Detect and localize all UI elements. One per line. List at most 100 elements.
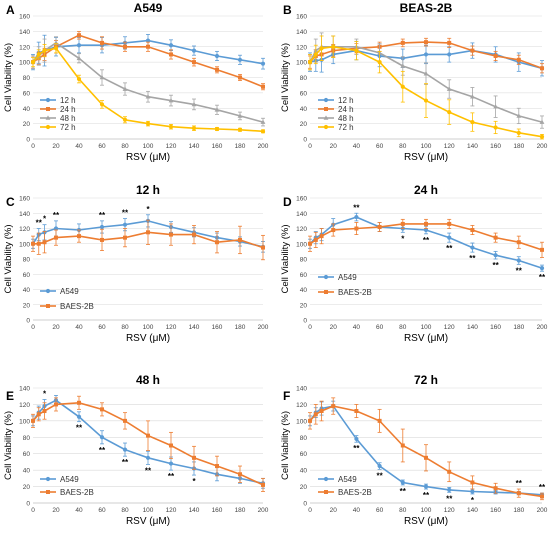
panel-d-significance-label: ** bbox=[516, 266, 523, 275]
panel-d-ytick-label: 100 bbox=[296, 241, 307, 248]
panel-a-series-24-h-point bbox=[77, 33, 81, 38]
panel-b-title: BEAS-2B bbox=[400, 1, 453, 15]
panel-f-significance-label: ** bbox=[400, 487, 407, 496]
panel-e-legend-item: BAES-2B bbox=[40, 488, 94, 497]
panel-b-series-72-h-point bbox=[470, 119, 475, 125]
panel-b-series-24-h-point bbox=[516, 57, 521, 62]
panel-e-series-baes-2b-point bbox=[100, 407, 104, 412]
panel-d-ytick-label: 80 bbox=[300, 257, 308, 264]
panel-f-significance-label: * bbox=[471, 496, 475, 505]
panel-c-significance-label: * bbox=[43, 215, 47, 224]
panel-f-xtick-label: 40 bbox=[353, 507, 361, 514]
panel-f-series-baes-2b-point bbox=[319, 409, 324, 413]
panel-b-series-12-h-point bbox=[447, 52, 452, 57]
panel-d-series-a549-point bbox=[423, 227, 429, 233]
panel-e-legend-item-marker bbox=[45, 476, 51, 482]
panel-c-series-baes-2b-point bbox=[100, 237, 104, 242]
panel-b-series-24-h-point bbox=[400, 40, 405, 45]
panel-a-xtick-label: 120 bbox=[166, 143, 177, 150]
panel-b-xtick-label: 100 bbox=[421, 143, 432, 150]
panel-e-series-baes-2b-point bbox=[238, 472, 242, 477]
panel-a-series-48-h-point bbox=[99, 74, 105, 80]
panel-a-series-72-h-point bbox=[76, 76, 82, 82]
panel-c-series-baes-2b-point bbox=[192, 232, 196, 237]
panel-e-xtick-label: 160 bbox=[212, 507, 223, 514]
panel-c-ylabel: Cell Viability (%) bbox=[3, 225, 14, 294]
panel-f-ytick-label: 0 bbox=[303, 501, 307, 508]
panel-e-series-baes-2b-point bbox=[54, 402, 58, 407]
panel-e-series-a549-point bbox=[122, 447, 128, 452]
panel-e-xlabel: RSV (μM) bbox=[126, 516, 170, 527]
panel-c-series-baes-2b-point bbox=[31, 241, 35, 246]
panel-d-significance-label: ** bbox=[469, 254, 476, 263]
panel-b-series-72-h-point bbox=[319, 46, 324, 51]
panel-d-xtick-label: 120 bbox=[444, 324, 455, 331]
panel-a-xtick-label: 60 bbox=[98, 143, 106, 150]
panel-a-ytick-label: 100 bbox=[19, 60, 30, 67]
panel-b-legend-item-marker bbox=[324, 107, 328, 111]
panel-e-series-baes-2b-point bbox=[36, 412, 41, 417]
panel-a-series-48-h-point bbox=[76, 55, 82, 61]
panel-a-ytick-label: 140 bbox=[19, 29, 30, 36]
panel-f-xtick-label: 200 bbox=[537, 507, 548, 514]
panel-c-xtick-label: 60 bbox=[98, 324, 106, 331]
panel-d-legend-item: BAES-2B bbox=[318, 288, 372, 297]
panel-b-ytick-label: 40 bbox=[300, 106, 308, 113]
panel-d-series-a549-point bbox=[447, 235, 452, 240]
panel-b-legend-item: 72 h bbox=[318, 123, 354, 132]
panel-c-series-baes-2b bbox=[31, 219, 265, 261]
panel-c-title: 12 h bbox=[136, 183, 160, 197]
panel-c-series-baes-2b-point bbox=[238, 237, 242, 242]
panel-e-ytick-label: 140 bbox=[19, 386, 30, 393]
panel-d-xtick-label: 180 bbox=[513, 324, 524, 331]
panel-a-ytick-label: 0 bbox=[26, 137, 30, 144]
panel-b-series-48-h-point bbox=[423, 71, 429, 76]
panel-d-legend-item: A549 bbox=[318, 273, 357, 282]
panel-c-xtick-label: 40 bbox=[75, 324, 83, 331]
panel-b-legend-item-label: 72 h bbox=[338, 123, 354, 132]
panel-e-xtick-label: 200 bbox=[258, 507, 269, 514]
panel-b-series-24-h-point bbox=[424, 40, 428, 45]
panel-e-ytick-label: 60 bbox=[23, 451, 31, 458]
panel-a-ytick-label: 80 bbox=[23, 75, 31, 82]
panel-e-series-baes-2b-point bbox=[261, 482, 265, 487]
panel-d-xtick-label: 140 bbox=[467, 324, 478, 331]
panel-e-series-a549-point bbox=[99, 435, 105, 440]
panel-b-legend-item-label: 48 h bbox=[338, 114, 354, 123]
panel-d-ytick-label: 0 bbox=[303, 318, 307, 325]
panel-a-legend-item: 24 h bbox=[40, 105, 76, 114]
panel-c-series-baes-2b-point bbox=[123, 235, 127, 240]
panel-c-series-baes-2b-point bbox=[36, 241, 41, 246]
panel-f-letter: F bbox=[283, 389, 290, 403]
panel-c-legend-item-label: A549 bbox=[60, 287, 79, 296]
panel-e-series-baes-2b-point bbox=[123, 418, 127, 423]
panel-a-series-72-h-point bbox=[145, 121, 151, 126]
panel-d-series-baes-2b-point bbox=[354, 226, 359, 231]
panel-e-significance-label: ** bbox=[76, 424, 83, 433]
panel-d-xtick-label: 20 bbox=[330, 324, 338, 331]
panel-b-ylabel: Cell Viability (%) bbox=[280, 43, 291, 112]
panel-a-title: A549 bbox=[134, 1, 163, 15]
panel-f-ytick-label: 40 bbox=[300, 468, 308, 475]
panel-d-series-baes-2b-point bbox=[319, 234, 324, 239]
panel-e-significance-label: ** bbox=[168, 472, 175, 481]
panel-a-legend-item-label: 72 h bbox=[60, 123, 76, 132]
panel-b-xtick-label: 40 bbox=[353, 143, 361, 150]
panel-b-series-12-h-point bbox=[423, 52, 429, 57]
panel-b-xtick-label: 80 bbox=[399, 143, 407, 150]
panel-f-series-baes-2b-point bbox=[540, 494, 544, 499]
panel-c-xtick-label: 200 bbox=[258, 324, 269, 331]
panel-b-ytick-label: 160 bbox=[296, 14, 307, 21]
panel-b-legend-item-marker bbox=[323, 97, 329, 103]
panel-e-series-baes-2b-point bbox=[192, 455, 196, 460]
panel-c-xtick-label: 20 bbox=[52, 324, 60, 331]
panel-f-series-baes-2b-point bbox=[516, 491, 521, 496]
panel-f-ytick-label: 100 bbox=[296, 418, 307, 425]
panel-a-legend-item-label: 48 h bbox=[60, 114, 76, 123]
panel-f-series-baes-2b-point bbox=[377, 418, 382, 423]
panel-f-series-a549-point bbox=[400, 480, 405, 485]
panel-a-series-12-h-point bbox=[260, 61, 266, 66]
panel-f-series-a549-point bbox=[423, 484, 429, 489]
panel-e-series-a549-point bbox=[168, 461, 174, 466]
panel-e-xtick-label: 60 bbox=[98, 507, 106, 514]
